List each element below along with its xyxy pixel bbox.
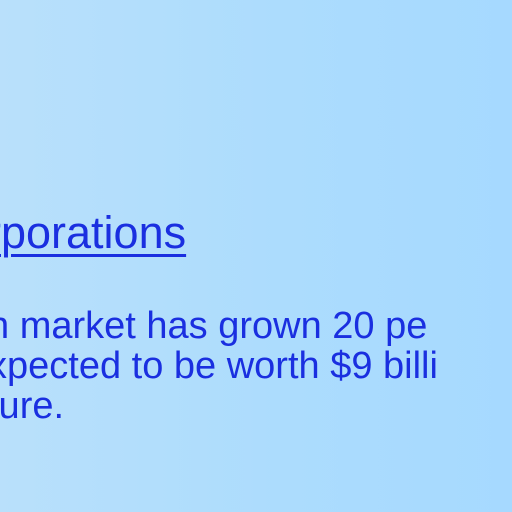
paragraph-line: n market has grown 20 pe: [0, 306, 428, 347]
paragraph-line: ture.: [0, 385, 65, 426]
article-paragraph: n market has grown 20 pe xpected to be w…: [0, 306, 512, 426]
paragraph-line: xpected to be worth $9 billi: [0, 345, 438, 387]
corporations-link[interactable]: rporations: [0, 207, 187, 258]
